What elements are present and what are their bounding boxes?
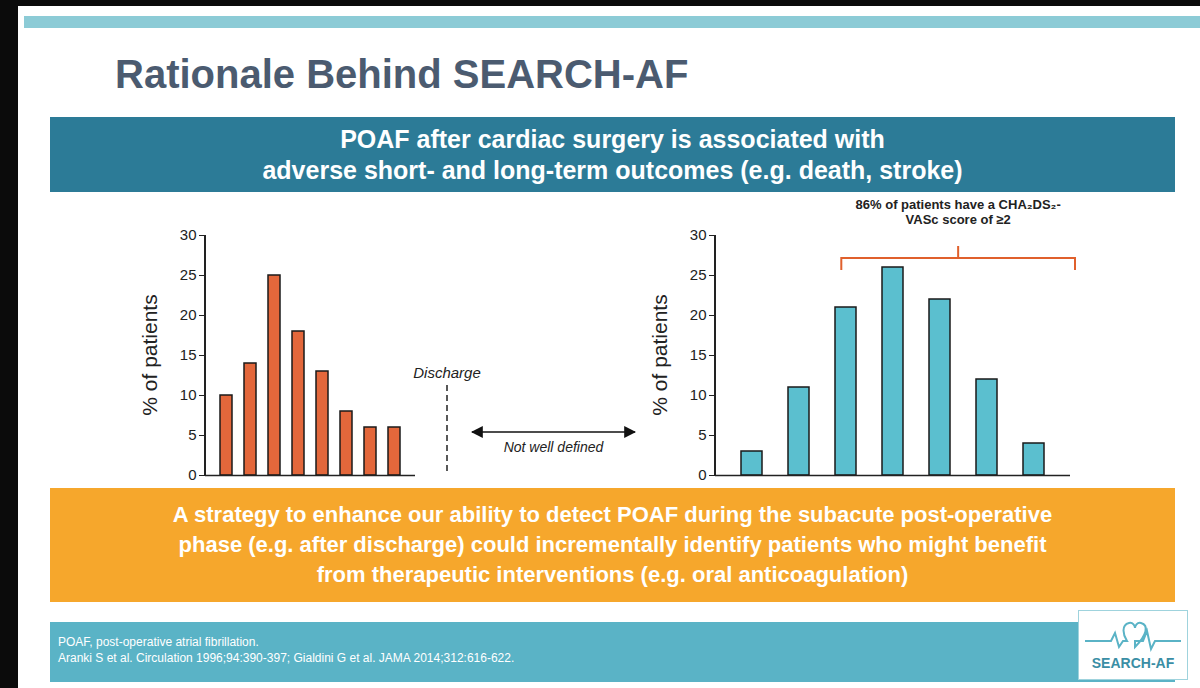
svg-text:5: 5 xyxy=(698,426,706,443)
svg-text:10: 10 xyxy=(180,386,197,403)
svg-text:10: 10 xyxy=(690,386,707,403)
svg-text:5: 5 xyxy=(188,426,196,443)
html-text:POAF after cardiac surgery is: POAF after cardiac surgery is associated… xyxy=(340,124,885,153)
html-text:SEARCH-AF: SEARCH-AF xyxy=(1091,655,1175,671)
html-text:POAF, post-operative atrial fi: POAF, post-operative atrial fibrillation… xyxy=(58,635,259,649)
svg-text:Discharge: Discharge xyxy=(413,364,481,381)
html-text:% of patients: % of patients xyxy=(138,294,161,416)
svg-text:20: 20 xyxy=(690,306,707,323)
svg-text:Not well defined: Not well defined xyxy=(504,439,605,455)
html-text:A strategy to enhance our abil: A strategy to enhance our ability to det… xyxy=(172,502,1053,527)
svg-text:15: 15 xyxy=(690,346,707,363)
svg-text:30: 30 xyxy=(690,226,707,243)
svg-text:15: 15 xyxy=(180,346,197,363)
svg-text:30: 30 xyxy=(180,226,197,243)
svg-text:25: 25 xyxy=(180,266,197,283)
html-text:86% of patients have a CHA₂DS₂: 86% of patients have a CHA₂DS₂-VASc scor… xyxy=(855,197,1061,227)
svg-text:0: 0 xyxy=(188,466,196,483)
html-text:from therapeutic interventions: from therapeutic interventions (e.g. ora… xyxy=(316,562,909,587)
html-text:adverse short- and long-term o: adverse short- and long-term outcomes (e… xyxy=(262,155,963,184)
html-text:Aranki S et al. Circulation 19: Aranki S et al. Circulation 1996;94:390-… xyxy=(58,651,515,665)
svg-text:0: 0 xyxy=(698,466,706,483)
html-text:% of patients: % of patients xyxy=(648,294,671,416)
svg-text:20: 20 xyxy=(180,306,197,323)
html-text:Rationale Behind SEARCH-AF: Rationale Behind SEARCH-AF xyxy=(115,52,689,96)
html-text:phase (e.g. after discharge) c: phase (e.g. after discharge) could incre… xyxy=(178,532,1047,557)
svg-text:25: 25 xyxy=(690,266,707,283)
